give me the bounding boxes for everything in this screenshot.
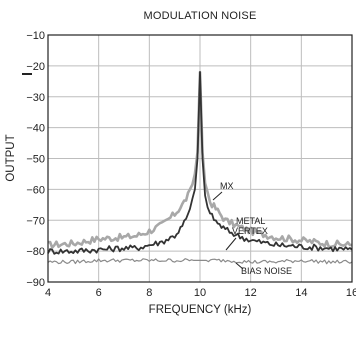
x-tick-label: 14 [295, 287, 307, 299]
x-tick-labels: 4 6 8 10 12 14 16 [45, 287, 356, 299]
annotation-metal: METAL [236, 216, 265, 226]
y-tick-label: −80 [26, 246, 45, 258]
x-tick-label: 6 [96, 287, 102, 299]
chart-title: MODULATION NOISE [143, 10, 256, 22]
annotation-vertex: VERTEX [232, 226, 268, 236]
y-tick-label: −20 [26, 61, 45, 73]
x-tick-label: 8 [146, 287, 152, 299]
series-line-bias-noise [47, 258, 353, 265]
plot-frame [47, 34, 353, 283]
x-axis-label: FREQUENCY (kHz) [149, 304, 252, 316]
annotation-bias-noise: BIAS NOISE [241, 266, 292, 276]
y-tick-label: −30 [26, 92, 45, 104]
x-tick-label: 12 [245, 287, 257, 299]
annotation-mx: MX [220, 181, 234, 191]
y-tick-labels: −10 −20 −30 −40 −50 −60 −70 −80 −90 [26, 30, 45, 289]
series-line-metal-vertex [47, 71, 353, 255]
annotation-metal-vertex-leader [225, 237, 237, 251]
x-tick-label: 10 [194, 287, 206, 299]
x-tick-label: 16 [346, 287, 356, 299]
annotation-bias-noise-leader [235, 262, 244, 270]
series-layer [47, 70, 353, 265]
y-tick-label: −50 [26, 154, 45, 166]
x-tick-label: 4 [45, 287, 51, 299]
y-tick-label: −40 [26, 123, 45, 135]
y-tick-label: −60 [26, 184, 45, 196]
y-tick-label: −10 [26, 30, 45, 42]
annotation-mx-leader [212, 191, 223, 201]
y-tick-label: −70 [26, 215, 45, 227]
y-axis-label: OUTPUT [5, 134, 17, 181]
y-tick-label: −90 [26, 277, 45, 289]
